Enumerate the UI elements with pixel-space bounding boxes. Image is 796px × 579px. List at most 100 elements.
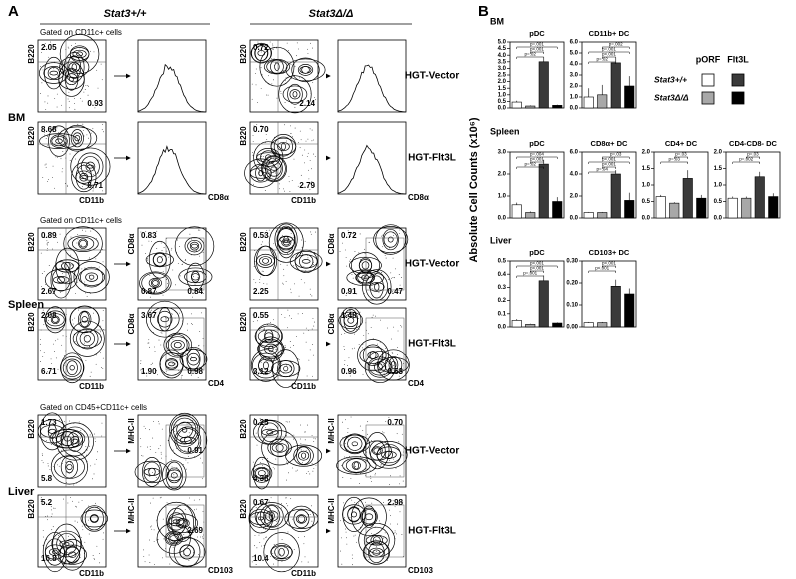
event-dot (179, 349, 180, 350)
event-dot (82, 529, 83, 530)
event-dot (80, 438, 81, 439)
contour (64, 227, 103, 261)
y-axis-label: B220 (239, 419, 248, 439)
y-tick-label: 0.0 (498, 216, 507, 222)
event-dot (173, 450, 174, 451)
event-dot (145, 253, 146, 254)
event-dot (310, 43, 311, 44)
contour (292, 58, 320, 82)
event-dot (82, 101, 83, 102)
event-dot (383, 502, 384, 503)
event-dot (372, 283, 373, 284)
condition-label: HGT-Vector (405, 259, 460, 270)
contour (368, 352, 378, 359)
event-dot (172, 363, 173, 364)
event-dot (46, 440, 47, 441)
event-dot (311, 521, 312, 522)
event-dot (279, 188, 280, 189)
event-dot (90, 51, 91, 52)
event-dot (86, 449, 87, 450)
contour (295, 250, 317, 273)
event-dot (271, 262, 272, 263)
event-dot (376, 551, 377, 552)
p-value: p=.002 (609, 42, 623, 47)
event-dot (364, 249, 365, 250)
event-dot (272, 553, 273, 554)
event-dot (287, 505, 288, 506)
y-axis-label: B220 (27, 499, 36, 519)
event-dot (342, 422, 343, 423)
event-dot (103, 310, 104, 311)
event-dot (366, 330, 367, 331)
event-dot (267, 324, 268, 325)
event-dot (343, 437, 344, 438)
event-dot (49, 430, 50, 431)
event-dot (148, 339, 149, 340)
bar (670, 203, 679, 218)
event-dot (91, 267, 92, 268)
y-axis-label: B220 (27, 312, 36, 332)
event-dot (52, 62, 53, 63)
event-dot (309, 474, 310, 475)
event-dot (261, 359, 262, 360)
event-dot (356, 329, 357, 330)
event-dot (270, 42, 271, 43)
event-dot (311, 168, 312, 169)
event-dot (259, 542, 260, 543)
event-dot (381, 465, 382, 466)
contour (388, 237, 393, 242)
event-dot (162, 429, 163, 430)
event-dot (293, 459, 294, 460)
event-dot (59, 466, 60, 467)
event-dot (171, 256, 172, 257)
bar (539, 62, 548, 108)
event-dot (362, 347, 363, 348)
event-dot (48, 466, 49, 467)
event-dot (88, 322, 89, 323)
event-dot (364, 293, 365, 294)
event-dot (174, 442, 175, 443)
plot-frame (338, 40, 406, 112)
event-dot (70, 497, 71, 498)
event-dot (90, 376, 91, 377)
event-dot (52, 514, 53, 515)
event-dot (291, 233, 292, 234)
event-dot (201, 312, 202, 313)
event-dot (170, 317, 171, 318)
event-dot (78, 536, 79, 537)
event-dot (263, 467, 264, 468)
event-dot (298, 537, 299, 538)
event-dot (352, 283, 353, 284)
event-dot (273, 243, 274, 244)
event-dot (273, 159, 274, 160)
gate-percentage: 2.98 (387, 498, 403, 507)
contour-plot (340, 497, 404, 565)
event-dot (73, 485, 74, 486)
event-dot (353, 536, 354, 537)
event-dot (149, 540, 150, 541)
event-dot (66, 472, 67, 473)
event-dot (304, 432, 305, 433)
contour (263, 258, 269, 263)
y-tick-label: 0.5 (642, 199, 651, 205)
event-dot (308, 471, 309, 472)
event-dot (359, 329, 360, 330)
event-dot (199, 230, 200, 231)
contour (71, 148, 110, 185)
event-dot (71, 449, 72, 450)
event-dot (174, 453, 175, 454)
event-dot (68, 47, 69, 48)
event-dot (263, 271, 264, 272)
chart-title: pDC (529, 248, 545, 257)
legend-row: Stat3Δ/Δ (654, 92, 689, 102)
event-dot (72, 265, 73, 266)
plot-frame (138, 122, 206, 194)
bar (625, 200, 634, 218)
event-dot (256, 564, 257, 565)
event-dot (60, 541, 61, 542)
event-dot (149, 476, 150, 477)
event-dot (55, 438, 56, 439)
event-dot (360, 262, 361, 263)
event-dot (49, 265, 50, 266)
event-dot (62, 171, 63, 172)
